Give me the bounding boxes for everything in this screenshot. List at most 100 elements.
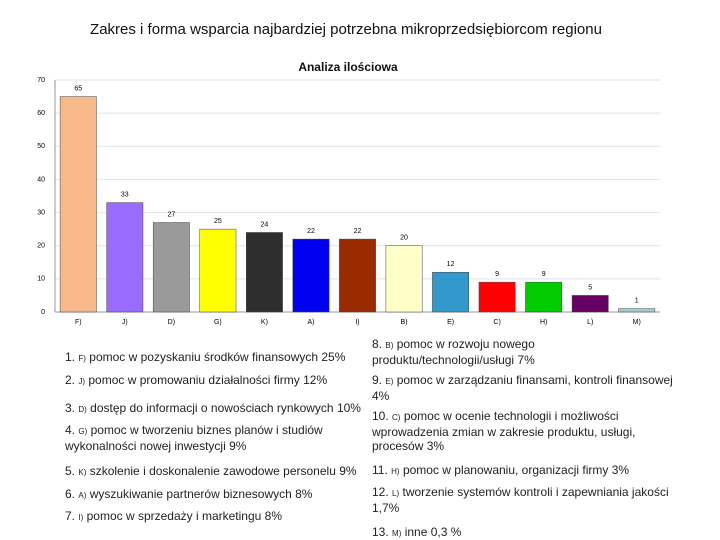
legend-item: 9. E) pomoc w zarządzaniu finansami, kon… [372,373,682,403]
bar [106,202,144,313]
legend-text: 9. [372,373,383,387]
legend-item: 8. B) pomoc w rozwoju nowego produktu/te… [372,337,592,367]
legend-text: A) [78,491,87,500]
x-tick-label: F) [75,319,82,326]
legend-text: 3. [65,401,76,415]
value-label: 24 [261,221,269,228]
legend-text: szkolenie i doskonalenie zawodowe person… [89,464,357,478]
bar [385,245,423,313]
x-tick-label: J) [122,319,128,326]
legend-text: pomoc w pozyskaniu środków finansowych 2… [89,350,346,364]
bar [199,228,237,313]
legend-text: 11. [372,463,388,477]
value-label: 22 [307,228,315,235]
x-tick-label: C) [493,319,500,326]
legend-item: 11. H) pomoc w planowaniu, organizacji f… [372,463,672,479]
legend-text: tworzenie systemów kontroli i zapewniani… [372,485,669,515]
value-label: 12 [447,261,455,268]
value-label: 5 [588,284,592,291]
chart-title: Analiza ilościowa [298,60,398,74]
legend-text: 8. [372,337,383,351]
legend-text: pomoc w ocenie technologii i możliwości … [372,409,636,453]
legend-text: pomoc w zarządzaniu finansami, kontroli … [372,373,673,403]
legend-item: 6. A) wyszukiwanie partnerów biznesowych… [65,487,365,503]
legend-item: 12. L) tworzenie systemów kontroli i zap… [372,485,682,515]
legend-text: pomoc w planowaniu, organizacji firmy 3% [402,463,630,477]
x-tick-label: B) [401,319,408,326]
value-label: 22 [354,228,362,235]
legend-text: F) [78,354,86,363]
legend-text: pomoc w rozwoju nowego produktu/technolo… [372,337,535,367]
value-label: 9 [542,271,546,278]
y-tick-label: 40 [37,176,45,183]
legend-text: dostęp do informacji o nowościach rynkow… [90,401,361,415]
legend-text: 13. [372,525,389,539]
legend-text: K) [78,468,87,477]
legend-text: 2. [65,373,76,387]
legend-text: inne 0,3 % [404,525,462,539]
legend-text: B) [385,341,394,350]
x-tick-label: E) [447,319,454,326]
y-tick-label: 0 [41,309,45,316]
bar [432,271,469,313]
bar [59,96,97,313]
legend-item: 1. F) pomoc w pozyskaniu środków finanso… [65,350,365,366]
bar [292,238,330,313]
y-tick-label: 20 [37,243,45,250]
bar [618,308,656,313]
x-tick-label: A) [307,319,314,326]
y-tick-label: 30 [37,209,45,216]
legend-text: M) [392,529,402,538]
legend-text: J) [78,377,86,386]
legend-text: 10. [372,409,389,423]
value-label: 25 [214,218,222,225]
value-label: 33 [121,191,129,198]
legend-text: I) [78,513,84,522]
value-label: 27 [167,211,175,218]
slide-title: Zakres i forma wsparcia najbardziej potr… [90,21,602,38]
x-tick-label: H) [540,319,547,326]
chart: Zakres i forma wsparcia najbardziej potr… [37,21,660,326]
legend-item: 10. C) pomoc w ocenie technologii i możl… [372,409,657,453]
x-tick-label: M) [633,319,641,326]
legend-text: E) [385,377,394,386]
legend-text: pomoc w promowaniu działalności firmy 12… [88,373,328,387]
legend-text: C) [392,413,401,422]
y-tick-label: 10 [37,276,45,283]
legend-text: 6. [65,487,76,501]
legend-text: 12. [372,485,389,499]
legend-item: 4. G) pomoc w tworzeniu biznes planów i … [65,423,340,453]
value-label: 20 [400,235,408,242]
value-label: 9 [495,271,499,278]
bar [339,238,376,313]
legend-item: 3. D) dostęp do informacji o nowościach … [65,401,370,417]
legend-text: L) [392,489,400,498]
y-tick-label: 60 [37,110,45,117]
legend-text: H) [391,467,400,476]
legend-text: pomoc w sprzedaży i marketingu 8% [86,509,283,523]
legend-text: 4. [65,423,76,437]
x-tick-label: K) [261,319,268,326]
bar [571,295,609,313]
legend-text: 7. [65,509,76,523]
x-tick-label: L) [587,319,593,326]
value-label: 1 [635,298,639,305]
legend-item: 13. M) inne 0,3 % [372,525,672,540]
bar [525,281,563,313]
legend-item: 2. J) pomoc w promowaniu działalności fi… [65,373,365,389]
legend-text: wyszukiwanie partnerów biznesowych 8% [89,487,313,501]
x-tick-label: D) [168,319,175,326]
y-tick-label: 70 [37,77,45,84]
legend-text: D) [78,405,87,414]
y-tick-label: 50 [37,143,45,150]
legend-text: 1. [65,350,76,364]
bar [152,222,190,313]
legend-text: G) [78,427,88,436]
x-tick-label: G) [214,319,222,326]
bar [478,281,516,313]
legend-text: 5. [65,464,76,478]
value-label: 65 [74,85,82,92]
x-tick-label: I) [355,319,359,326]
legend-text: pomoc w tworzeniu biznes planów i studió… [65,423,323,453]
